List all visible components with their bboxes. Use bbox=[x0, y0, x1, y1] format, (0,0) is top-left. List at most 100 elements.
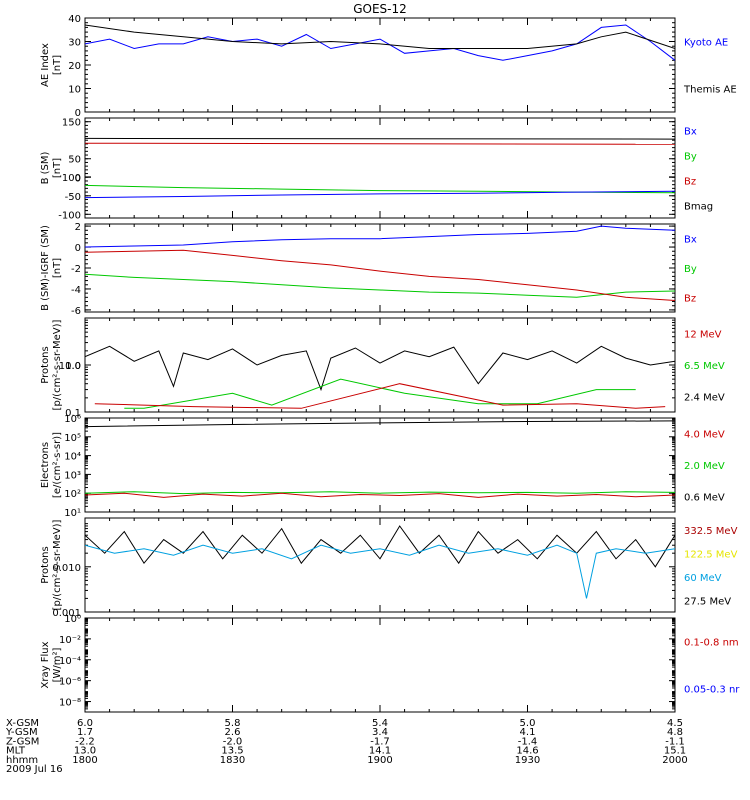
series-line bbox=[85, 24, 675, 49]
y-tick-label: 10³ bbox=[64, 470, 81, 481]
series-line bbox=[124, 378, 636, 409]
x-tick-label: 2000 bbox=[662, 755, 687, 766]
legend-entry: Bmag bbox=[684, 202, 713, 213]
x-tick-label: -1.7 bbox=[370, 736, 390, 747]
legend-entry: Bz bbox=[684, 177, 696, 188]
legend-entry: Bx bbox=[684, 235, 697, 246]
x-row-label: Y-GSM bbox=[5, 727, 38, 738]
x-tick-label: 13.5 bbox=[221, 746, 243, 757]
y-tick-label: 10⁶ bbox=[64, 414, 81, 425]
y-axis-unit: [e/(cm²-s-sr)] bbox=[52, 432, 63, 498]
series-line bbox=[85, 345, 675, 392]
panel-frame bbox=[84, 617, 676, 713]
x-tick-label: 5.8 bbox=[225, 718, 241, 729]
x-tick-label: 4.8 bbox=[667, 727, 683, 738]
legend-entry: 0.1-0.8 nm bbox=[684, 638, 739, 649]
legend-entry: 332.5 MeV bbox=[684, 526, 738, 537]
y-tick-label: 100 bbox=[62, 173, 81, 184]
x-tick-label: -2.2 bbox=[75, 736, 95, 747]
y-tick-label: -6 bbox=[71, 306, 81, 317]
y-axis-unit: [p/(cm²-s-sr-MeV)] bbox=[52, 319, 63, 410]
legend-entry: 60 MeV bbox=[684, 573, 722, 584]
panel-electrons: 10¹ 10² 10³ 10⁴ 10⁵ 10⁶ Electrons [e/(cm²-s-sr)… bbox=[40, 414, 725, 519]
y-axis-unit: [nT] bbox=[52, 158, 63, 178]
y-axis-label: B (SM) bbox=[40, 151, 51, 184]
panel-bdiff: -6 -4 -2 0 2 B (SM)-IGRF (SM) [nT] Bx By Bz bbox=[40, 222, 697, 317]
x-row-label: MLT bbox=[6, 746, 26, 757]
x-tick-label: 14.1 bbox=[369, 746, 391, 757]
series-line bbox=[85, 420, 675, 428]
x-tick-label: 5.4 bbox=[372, 718, 388, 729]
y-tick-label: 50 bbox=[68, 155, 81, 166]
y-tick-label: 1.0 bbox=[65, 361, 81, 372]
date-label: 2009 Jul 16 bbox=[6, 764, 63, 775]
x-row-label: Z-GSM bbox=[6, 736, 39, 747]
x-tick-label: 15.1 bbox=[664, 746, 686, 757]
panel-ae: 0 10 20 30 40 AE Index [nT] Kyoto AE Themis AE bbox=[40, 14, 737, 119]
x-row-label: X-GSM bbox=[6, 718, 39, 729]
panel-frame bbox=[84, 317, 676, 413]
legend-entry: 12 MeV bbox=[684, 330, 722, 341]
x-tick-label: 5.0 bbox=[520, 718, 536, 729]
y-tick-label: 10⁻⁴ bbox=[59, 656, 81, 667]
x-row-label: hhmm bbox=[6, 755, 38, 766]
y-tick-label: 2 bbox=[75, 222, 81, 233]
legend-entry: 2.4 MeV bbox=[684, 392, 725, 403]
y-tick-label: 10¹ bbox=[64, 508, 81, 519]
legend-entry: Themis AE bbox=[683, 85, 737, 96]
y-tick-label: 10⁻⁸ bbox=[59, 698, 81, 709]
y-tick-label: 10⁻² bbox=[59, 635, 81, 646]
series-line bbox=[85, 491, 675, 495]
y-tick-label: 10.0 bbox=[59, 361, 81, 372]
legend-entry: By bbox=[684, 264, 697, 275]
legend-entry: Bz bbox=[684, 293, 696, 304]
y-tick-label: 20 bbox=[68, 61, 81, 72]
x-tick-label: 1800 bbox=[72, 755, 97, 766]
y-tick-label: 10⁵ bbox=[64, 433, 81, 444]
y-tick-label: 0.1 bbox=[65, 408, 81, 419]
y-tick-label: 10⁴ bbox=[64, 452, 81, 463]
legend-entry: 6.5 MeV bbox=[684, 361, 725, 372]
x-tick-label: 1830 bbox=[220, 755, 245, 766]
x-tick-label: 14.6 bbox=[516, 746, 538, 757]
x-tick-label: 1900 bbox=[367, 755, 392, 766]
series-line bbox=[85, 190, 675, 199]
y-tick-label: 0 bbox=[75, 108, 81, 119]
legend-entry: Bx bbox=[684, 127, 697, 138]
panel-frame bbox=[84, 117, 676, 219]
y-axis-unit: [p/(cm²-s-sr-MeV)] bbox=[52, 519, 63, 610]
x-tick-label: -1.1 bbox=[665, 736, 685, 747]
x-tick-label: 1.7 bbox=[77, 727, 93, 738]
series-line bbox=[85, 137, 675, 140]
legend-entry: 0.6 MeV bbox=[684, 492, 725, 503]
panel-xray: 10⁻⁸ 10⁻⁶ 10⁻⁴ 10⁻² 10⁰ Xray Flux [W/m²] 0.1-0.… bbox=[40, 614, 740, 713]
y-tick-label: 10⁰ bbox=[64, 614, 81, 625]
x-tick-label: 1930 bbox=[515, 755, 540, 766]
panel-frame bbox=[84, 223, 676, 313]
y-tick-label: -50 bbox=[65, 192, 81, 203]
y-tick-label: -2 bbox=[71, 264, 81, 275]
y-tick-label: -4 bbox=[71, 285, 81, 296]
y-axis-label: Electrons bbox=[40, 442, 51, 488]
y-tick-label: 0 bbox=[75, 173, 81, 184]
series-line bbox=[85, 525, 675, 568]
legend-entry: 2.0 MeV bbox=[684, 461, 725, 472]
y-tick-label: 0.001 bbox=[52, 608, 81, 619]
series-line bbox=[85, 225, 675, 248]
panel-protons_low: 0.1 1.010.0 Protons [p/(cm²-s-sr-MeV)] 12 Me… bbox=[40, 317, 725, 419]
y-tick-label: 40 bbox=[68, 14, 81, 25]
y-axis-unit: [W/m²] bbox=[52, 647, 63, 682]
x-tick-label: 3.4 bbox=[372, 727, 388, 738]
x-tick-label: 2.6 bbox=[225, 727, 241, 738]
series-line bbox=[85, 273, 675, 298]
x-tick-label: 4.1 bbox=[520, 727, 536, 738]
legend-entry: By bbox=[684, 152, 697, 163]
y-axis-unit: [nT] bbox=[52, 258, 63, 278]
y-tick-label: 10⁻⁶ bbox=[59, 677, 81, 688]
legend-entry: 27.5 MeV bbox=[684, 596, 731, 607]
y-tick-label: 0 bbox=[75, 243, 81, 254]
y-axis-label: Xray Flux bbox=[40, 641, 51, 688]
x-tick-label: 13.0 bbox=[74, 746, 96, 757]
